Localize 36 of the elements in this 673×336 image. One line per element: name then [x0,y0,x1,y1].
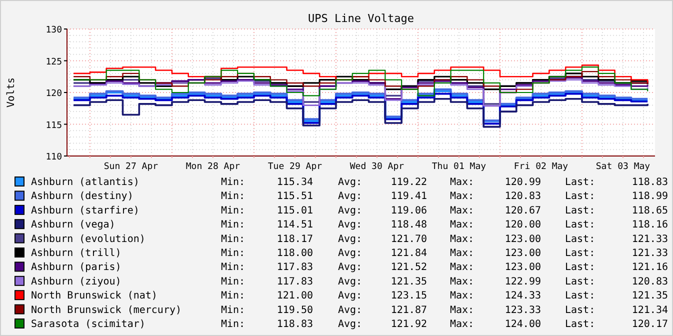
text: Min: 115.34 Avg: 119.22 Max: 120.99 Last: 118.83 [221,177,668,188]
text: Min: 114.51 Avg: 118.48 Max: 120.00 Last: 118.16 [221,220,668,231]
legend-label: Ashburn (evolution) [31,234,146,245]
legend-label: North Brunswick (nat) [31,290,158,302]
legend-label: Sarasota (scimitar) [31,319,146,330]
text: Min: 121.00 Avg: 123.15 Max: 124.33 Last: 121.35 [221,290,668,302]
legend-label: Ashburn (trill) [31,248,122,259]
x-tick-label: Tue 29 Apr [268,162,323,172]
legend-label: Ashburn (starfire) [31,205,140,216]
chart-title: UPS Line Voltage [308,12,414,25]
legend-label: Ashburn (vega) [31,220,116,231]
x-tick-label: Sat 03 May [596,162,651,172]
text: Min: 119.50 Avg: 121.87 Max: 123.33 Last: 121.34 [221,304,668,316]
x-tick-label: Wed 30 Apr [350,162,405,172]
x-tick-label: Sun 27 Apr [104,162,159,172]
y-tick-label: 130 [46,26,62,36]
x-tick-label: Mon 28 Apr [186,162,241,172]
y-tick-label: 120 [46,89,62,99]
text: Min: 115.01 Avg: 119.06 Max: 120.67 Last: 118.65 [221,205,668,216]
legend-label: Ashburn (paris) [31,262,122,274]
text: Min: 118.17 Avg: 121.70 Max: 123.00 Last: 121.33 [221,234,668,245]
text: Min: 117.83 Avg: 121.35 Max: 122.99 Last: 120.83 [221,276,668,288]
x-tick-label: Fri 02 May [514,162,569,172]
text: Min: 118.00 Avg: 121.84 Max: 123.00 Last: 121.33 [221,248,668,259]
text: Min: 115.51 Avg: 119.41 Max: 120.83 Last: 118.99 [221,191,668,202]
legend-label: Ashburn (ziyou) [31,276,122,288]
text: Min: 117.83 Avg: 121.52 Max: 123.00 Last: 121.16 [221,262,668,274]
y-tick-label: 110 [46,152,62,162]
x-tick-label: Thu 01 May [432,162,487,172]
text: Min: 118.83 Avg: 121.92 Max: 124.00 Last: 120.17 [221,319,668,330]
legend-label: North Brunswick (mercury) [31,304,182,316]
y-tick-label: 115 [46,120,62,131]
legend-label: Ashburn (destiny) [31,191,134,202]
y-tick-label: 125 [46,57,62,68]
y-axis-title: Volts [6,77,17,108]
legend-label: Ashburn (atlantis) [31,177,140,188]
